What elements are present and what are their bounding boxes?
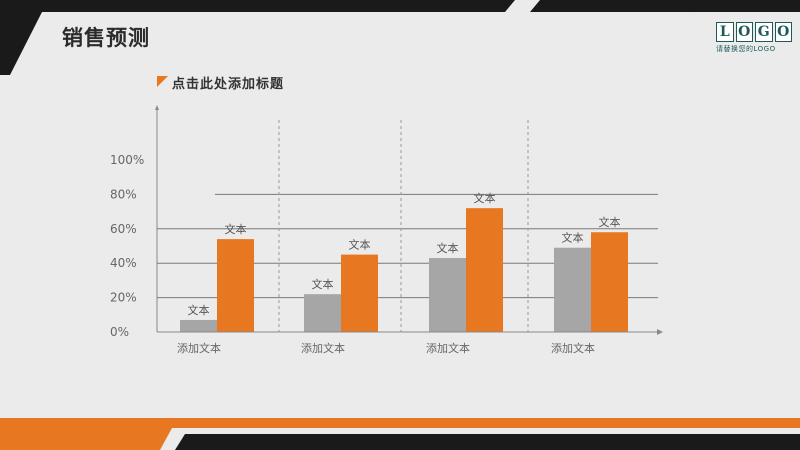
logo-letter: L (716, 22, 734, 42)
y-tick-label: 0% (110, 325, 129, 339)
y-axis-arrow (155, 105, 159, 110)
bar (304, 294, 341, 332)
slide-title: 销售预测 (62, 26, 150, 50)
x-axis-arrow (657, 329, 663, 335)
y-tick-label: 80% (110, 187, 137, 201)
data-label: 文本 (474, 191, 496, 205)
data-label: 文本 (562, 231, 584, 245)
y-tick-label: 60% (110, 222, 137, 236)
bar (554, 247, 591, 332)
top-bar-dark (0, 0, 515, 12)
y-tick-label: 40% (110, 256, 137, 270)
x-category-label: 添加文本 (551, 341, 595, 355)
bar (466, 208, 503, 332)
bottom-orange-corner (0, 428, 172, 450)
bar (180, 319, 217, 332)
bottom-orange-bar (0, 418, 800, 428)
logo-letters: L O G O (716, 22, 792, 42)
y-tick-label: 100% (110, 153, 144, 167)
data-label: 文本 (349, 238, 371, 252)
logo: L O G O 请替换您的LOGO (716, 22, 792, 54)
bar (591, 232, 628, 332)
data-label: 文本 (599, 215, 621, 229)
y-tick-label: 20% (110, 291, 137, 305)
logo-tagline: 请替换您的LOGO (716, 45, 776, 53)
data-label: 文本 (188, 303, 210, 317)
x-category-label: 添加文本 (301, 341, 345, 355)
bar (429, 258, 466, 332)
logo-letter: O (774, 22, 792, 42)
data-label: 文本 (312, 277, 334, 291)
bar (341, 254, 378, 332)
data-label: 文本 (437, 241, 459, 255)
bottom-dark-bar (175, 434, 800, 450)
bar (217, 239, 254, 332)
x-category-label: 添加文本 (177, 341, 221, 355)
subtitle-triangle-icon (157, 76, 168, 87)
logo-letter: O (735, 22, 753, 42)
data-label: 文本 (225, 222, 247, 236)
logo-letter: G (755, 22, 773, 42)
left-bar (0, 12, 42, 75)
chart-subtitle[interactable]: 点击此处添加标题 (172, 77, 285, 92)
x-category-label: 添加文本 (426, 341, 470, 355)
